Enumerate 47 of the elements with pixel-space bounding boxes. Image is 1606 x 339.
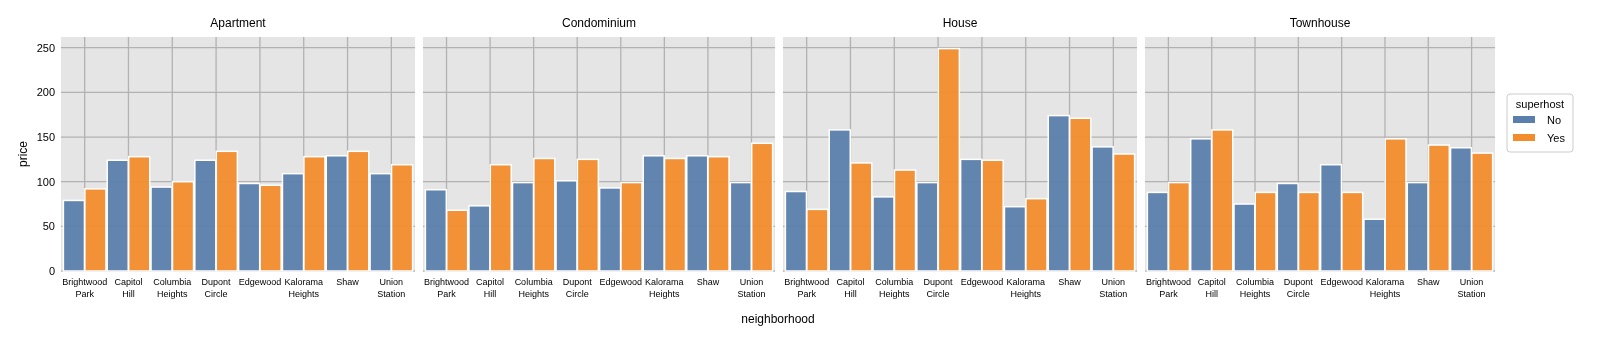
x-tick-label: Union Station [1099, 277, 1128, 299]
y-tick-label: 150 [36, 131, 55, 144]
chart-title: Townhouse [1289, 16, 1351, 30]
x-tick-label: Dupont Circle [201, 277, 232, 299]
chart-title: House [942, 16, 978, 30]
legend-title: superhost [1515, 98, 1565, 110]
x-tick-label: Dupont Circle [923, 277, 954, 299]
y-axis-title: price [16, 140, 30, 168]
x-tick-label: Brightwood Park [424, 277, 470, 299]
x-tick-label: Dupont Circle [562, 277, 593, 299]
y-tick-label: 0 [48, 265, 55, 277]
x-tick-label: Capitol Hill [476, 277, 505, 299]
x-tick-label: Brightwood Park [62, 277, 108, 299]
x-tick-label: Edgewood [238, 277, 282, 287]
x-tick-label: Columbia Heights [514, 277, 553, 299]
legend-label: No [1547, 114, 1562, 126]
legend-label: Yes [1547, 132, 1566, 144]
x-tick-label: Edgewood [960, 277, 1004, 287]
chart-title: Condominium [561, 16, 637, 30]
x-tick-label: Brightwood Park [784, 277, 830, 299]
x-tick-label: Dupont Circle [1283, 277, 1314, 299]
x-tick-label: Kalorama Heights [284, 277, 323, 299]
y-tick-label: 200 [36, 86, 55, 99]
x-tick-label: Capitol Hill [836, 277, 865, 299]
x-tick-label: Capitol Hill [114, 277, 143, 299]
x-tick-label: Brightwood Park [1145, 277, 1191, 299]
x-axis-title: neighborhood [741, 312, 815, 326]
y-tick-label: 50 [42, 220, 55, 233]
x-tick-label: Shaw [336, 277, 360, 287]
y-tick-label: 250 [36, 41, 55, 54]
x-tick-label: Union Station [377, 277, 406, 299]
chart-title: Apartment [210, 16, 267, 30]
x-tick-label: Columbia Heights [153, 277, 192, 299]
x-tick-label: Shaw [696, 277, 720, 287]
x-tick-label: Kalorama Heights [1365, 277, 1405, 299]
x-tick-label: Shaw [1058, 277, 1082, 287]
x-tick-label: Kalorama Heights [645, 277, 684, 299]
x-tick-label: Columbia Heights [1236, 277, 1275, 299]
x-tick-label: Edgewood [599, 277, 643, 287]
x-tick-label: Kalorama Heights [1006, 277, 1045, 299]
x-tick-label: Capitol Hill [1197, 277, 1226, 299]
x-tick-label: Union Station [1457, 277, 1486, 299]
x-tick-label: Shaw [1417, 277, 1441, 287]
x-tick-label: Edgewood [1320, 277, 1363, 287]
y-tick-label: 100 [36, 175, 55, 188]
x-tick-label: Columbia Heights [875, 277, 914, 299]
x-tick-label: Union Station [737, 277, 766, 299]
